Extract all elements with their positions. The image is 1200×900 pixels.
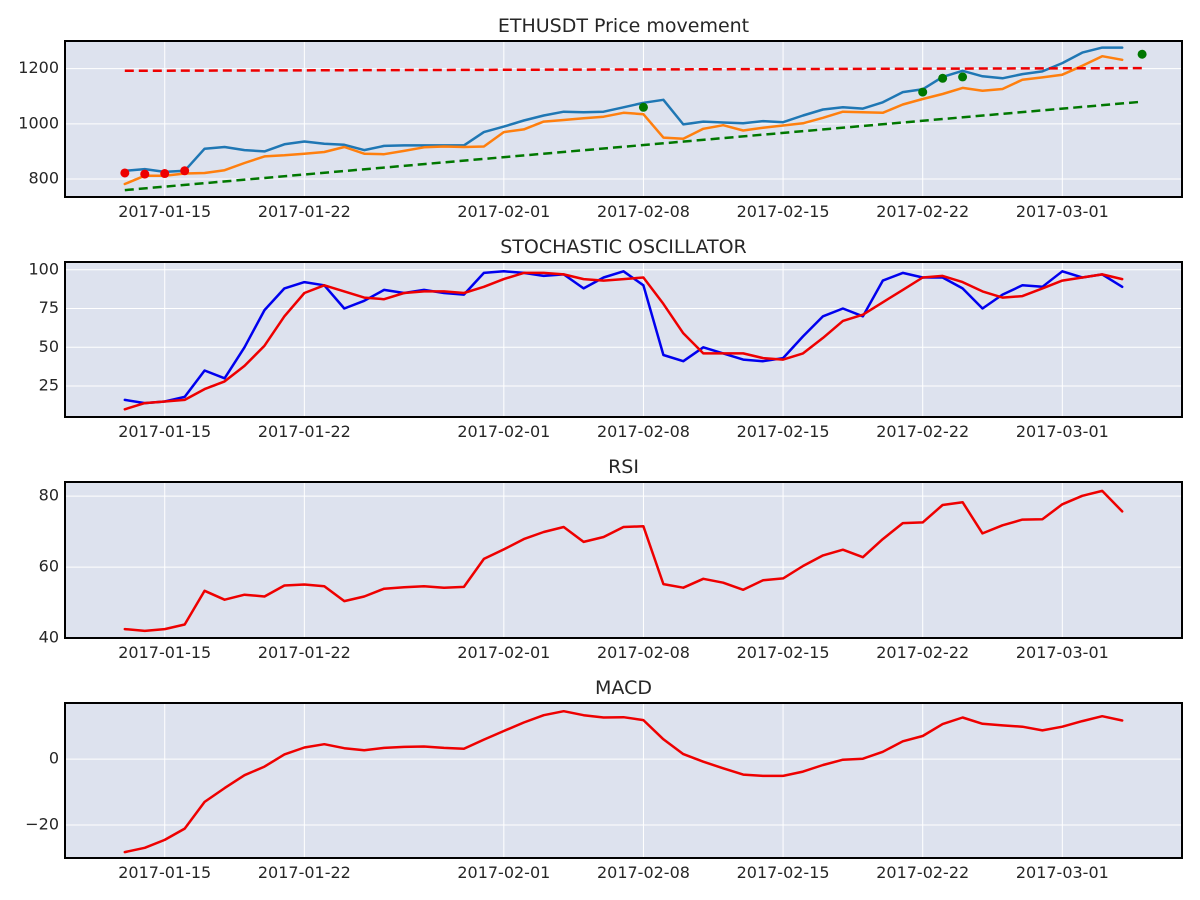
rsi-x-tick-label: 2017-01-22 [258, 643, 351, 662]
price-x-tick-label: 2017-03-01 [1016, 202, 1109, 221]
stoch-panel: STOCHASTIC OSCILLATOR 2017-01-15 2017-01-2… [28, 236, 1183, 441]
price-signal-point [918, 87, 928, 97]
stoch-series-line-1 [123, 271, 1124, 411]
stoch-y-tick-label: 75 [39, 298, 59, 317]
rsi-plot-area [64, 481, 1183, 639]
price-signal-point [638, 102, 648, 112]
rsi-y-tick-label: 40 [39, 628, 59, 647]
price-y-tick-label: 1200 [18, 58, 59, 77]
stoch-x-tick-label: 2017-01-15 [118, 422, 211, 441]
stoch-x-tick-label: 2017-02-22 [876, 422, 969, 441]
stoch-x-tick-label: 2017-02-01 [457, 422, 550, 441]
price-trendline-2 [124, 66, 1143, 73]
rsi-series-line-0 [123, 489, 1124, 633]
price-signal-point [120, 168, 130, 178]
rsi-y-tick-label: 80 [39, 486, 59, 505]
stoch-x-tick-label: 2017-01-22 [258, 422, 351, 441]
rsi-x-tick-label: 2017-01-15 [118, 643, 211, 662]
price-title: ETHUSDT Price movement [498, 15, 749, 37]
macd-series-line-0 [123, 709, 1124, 854]
rsi-x-tick-label: 2017-02-08 [597, 643, 690, 662]
price-x-tick-label: 2017-01-15 [118, 202, 211, 221]
price-signal-point [938, 73, 948, 83]
price-frame [64, 40, 1183, 198]
macd-x-tick-label: 2017-02-22 [876, 863, 969, 882]
macd-y-tick-label: −20 [25, 815, 59, 834]
price-x-tick-label: 2017-01-22 [258, 202, 351, 221]
rsi-title: RSI [608, 456, 639, 478]
rsi-x-tick-label: 2017-02-15 [737, 643, 830, 662]
macd-y-tick-label: 0 [49, 749, 59, 768]
macd-x-tick-label: 2017-02-01 [457, 863, 550, 882]
stoch-plot-area [64, 261, 1183, 418]
price-y-tick-label: 1000 [18, 113, 59, 132]
rsi-x-tick-label: 2017-02-22 [876, 643, 969, 662]
price-signal-point [1137, 49, 1147, 59]
stoch-x-tick-label: 2017-02-08 [597, 422, 690, 441]
price-series-line-0 [123, 46, 1124, 174]
macd-x-tick-label: 2017-03-01 [1016, 863, 1109, 882]
rsi-panel: RSI 2017-01-15 2017-01-22 2017-02-01 2017-02… [39, 456, 1183, 662]
price-y-tick-label: 800 [28, 169, 59, 188]
price-x-tick-label: 2017-02-01 [457, 202, 550, 221]
stoch-y-tick-label: 100 [28, 259, 59, 278]
macd-x-tick-label: 2017-02-15 [737, 863, 830, 882]
stoch-x-tick-label: 2017-03-01 [1016, 422, 1109, 441]
rsi-y-tick-label: 60 [39, 557, 59, 576]
price-signal-point [180, 166, 190, 176]
rsi-frame [64, 481, 1183, 639]
stoch-x-tick-label: 2017-02-15 [737, 422, 830, 441]
price-panel: ETHUSDT Price movement 2017-01-15 2017-01-… [18, 15, 1183, 221]
price-x-tick-label: 2017-02-15 [737, 202, 830, 221]
price-trendline-3 [124, 100, 1143, 192]
macd-title: MACD [595, 677, 652, 699]
rsi-x-tick-label: 2017-03-01 [1016, 643, 1109, 662]
macd-panel: MACD 2017-01-15 2017-01-22 2017-02-01 2017-0… [25, 677, 1183, 882]
stoch-title: STOCHASTIC OSCILLATOR [500, 236, 747, 258]
price-x-tick-label: 2017-02-08 [597, 202, 690, 221]
macd-x-tick-label: 2017-01-22 [258, 863, 351, 882]
macd-frame [64, 702, 1183, 859]
price-signal-point [140, 169, 150, 179]
stoch-frame [64, 261, 1183, 418]
price-x-tick-label: 2017-02-22 [876, 202, 969, 221]
price-signal-point [160, 169, 170, 179]
macd-x-tick-label: 2017-02-08 [597, 863, 690, 882]
macd-x-tick-label: 2017-01-15 [118, 863, 211, 882]
price-signal-point [958, 72, 968, 82]
price-series-line-1 [123, 54, 1124, 186]
stoch-series-line-0 [123, 270, 1124, 405]
price-plot-area [64, 40, 1183, 198]
stoch-y-tick-label: 50 [39, 337, 59, 356]
rsi-x-tick-label: 2017-02-01 [457, 643, 550, 662]
stoch-y-tick-label: 25 [39, 376, 59, 395]
